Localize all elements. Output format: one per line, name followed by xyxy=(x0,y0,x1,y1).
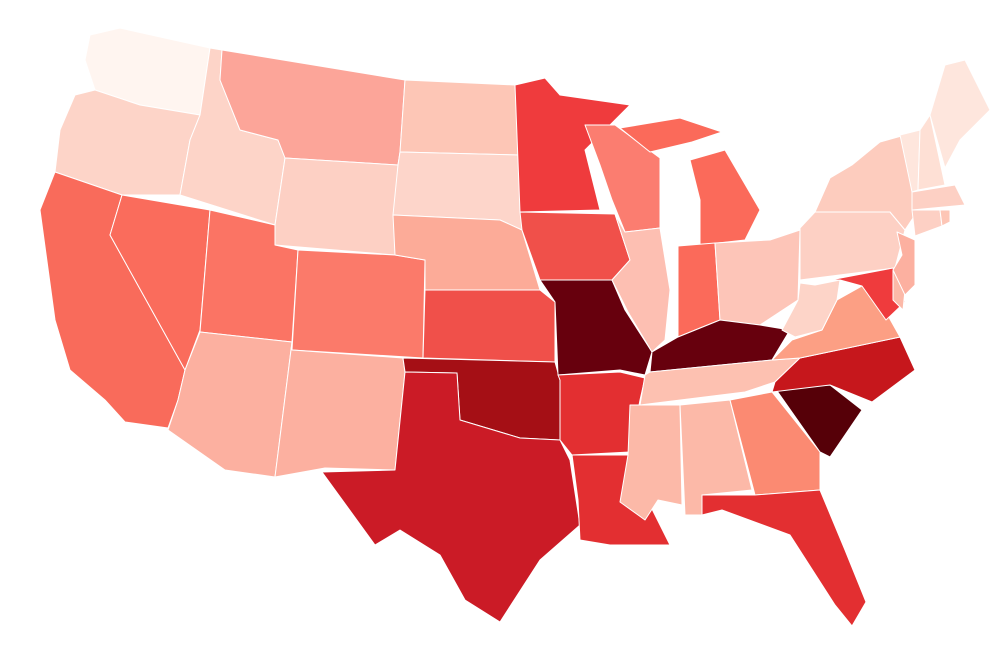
states xyxy=(39,27,991,627)
region xyxy=(911,184,966,211)
region xyxy=(291,249,426,359)
region xyxy=(619,117,723,153)
region xyxy=(689,149,761,246)
region xyxy=(274,341,406,478)
region xyxy=(422,289,556,363)
region xyxy=(611,213,671,353)
region xyxy=(729,391,821,496)
region xyxy=(781,279,841,338)
region xyxy=(619,404,683,521)
region xyxy=(939,209,951,227)
region xyxy=(929,59,991,169)
region xyxy=(911,209,943,237)
region xyxy=(54,89,201,196)
region xyxy=(892,231,916,296)
region xyxy=(917,114,946,191)
region xyxy=(274,157,399,256)
region xyxy=(399,79,521,156)
region xyxy=(701,489,867,627)
region xyxy=(714,229,801,326)
region xyxy=(519,211,631,281)
region xyxy=(829,267,906,321)
region xyxy=(321,371,581,623)
